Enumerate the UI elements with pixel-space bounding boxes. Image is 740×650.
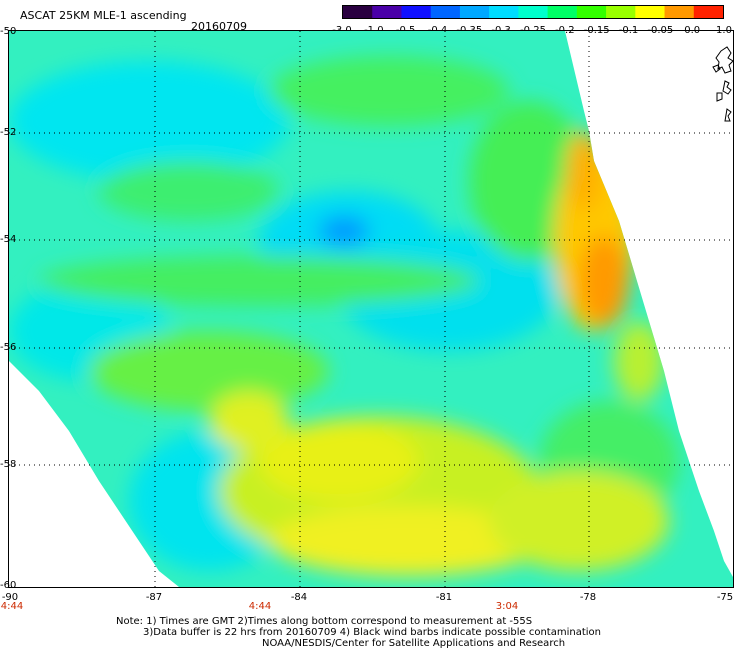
colorbar-cell	[547, 6, 578, 18]
time-label: 4:44	[248, 601, 272, 612]
product-date: 20160709	[191, 20, 247, 33]
note-line-2: 3)Data buffer is 22 hrs from 20160709 4)…	[143, 627, 601, 638]
colorbar-cell	[635, 6, 666, 18]
lon-label: -90	[1, 592, 19, 603]
colorbar-cell	[489, 6, 519, 18]
map-panel	[8, 30, 734, 588]
colorbar-cell	[343, 6, 373, 18]
note-line-3: NOAA/NESDIS/Center for Satellite Applica…	[262, 638, 566, 649]
colorbar-cell	[459, 6, 490, 18]
lat-label: -60	[0, 580, 17, 591]
lon-label: -81	[435, 592, 453, 603]
colorbar-cell	[518, 6, 549, 18]
colorbar-cell	[606, 6, 636, 18]
colorbar-cell	[693, 6, 723, 18]
note-line-1: Note: 1) Times are GMT 2)Times along bot…	[116, 616, 533, 627]
colorbar-cell	[576, 6, 607, 18]
lon-label: -84	[290, 592, 308, 603]
lon-label: -75	[716, 592, 734, 603]
map-canvas	[9, 31, 734, 587]
wind-field	[9, 31, 733, 587]
lon-label: -87	[145, 592, 163, 603]
graticule	[9, 31, 733, 587]
colorbar-cell	[372, 6, 402, 18]
coastline	[712, 46, 734, 122]
time-label: 3:04	[495, 601, 519, 612]
colorbar	[342, 5, 724, 19]
colorbar-cell	[664, 6, 695, 18]
time-label: 4:44	[0, 601, 24, 612]
lat-label: -52	[0, 127, 17, 138]
lat-label: -50	[0, 26, 17, 37]
lat-label: -56	[0, 342, 17, 353]
colorbar-cell	[401, 6, 432, 18]
colorbar-cell	[430, 6, 461, 18]
lon-label: -78	[579, 592, 597, 603]
product-title: ASCAT 25KM MLE-1 ascending	[20, 9, 187, 22]
lat-label: -58	[0, 459, 17, 470]
lat-label: -54	[0, 234, 17, 245]
